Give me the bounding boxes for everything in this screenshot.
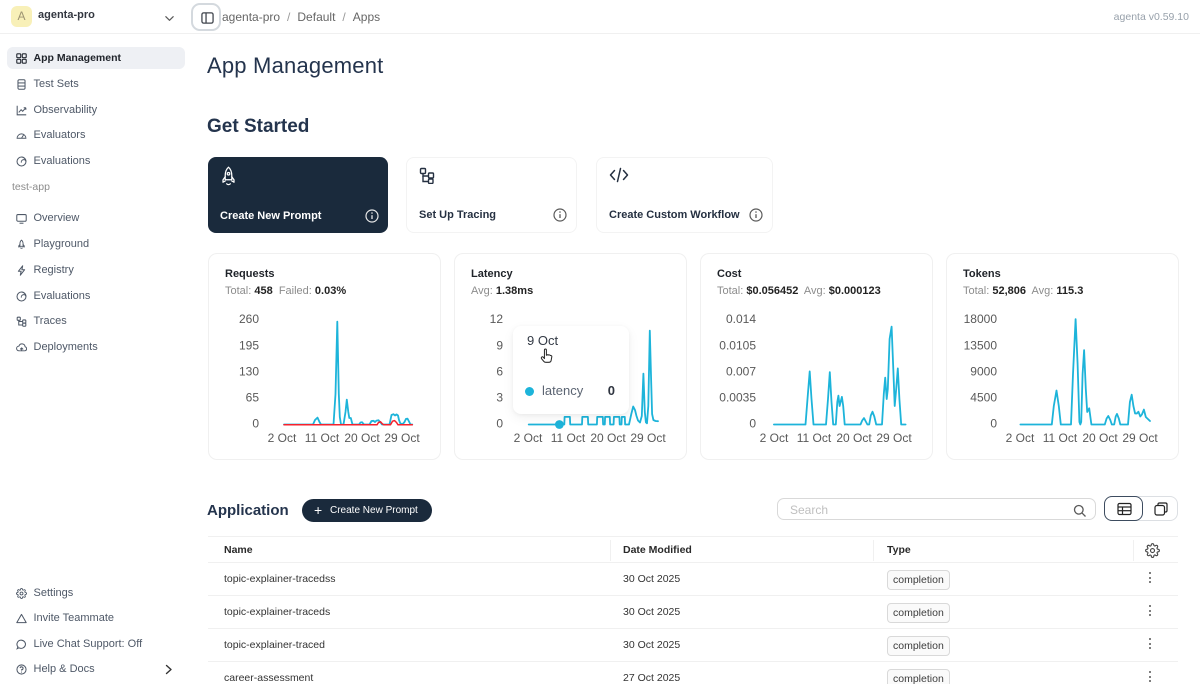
svg-text:20 Oct: 20 Oct <box>836 431 872 445</box>
svg-text:29 Oct: 29 Oct <box>630 431 666 445</box>
svg-text:130: 130 <box>239 365 259 379</box>
svg-text:11 Oct: 11 Oct <box>1043 431 1078 445</box>
svg-text:0: 0 <box>990 417 997 431</box>
svg-text:4500: 4500 <box>970 391 997 405</box>
svg-text:9: 9 <box>496 339 503 353</box>
svg-text:0: 0 <box>496 417 503 431</box>
svg-text:6: 6 <box>496 365 503 379</box>
svg-text:20 Oct: 20 Oct <box>590 431 626 445</box>
svg-text:13500: 13500 <box>964 339 998 353</box>
svg-text:2 Oct: 2 Oct <box>1006 431 1035 445</box>
svg-text:2 Oct: 2 Oct <box>514 431 543 445</box>
svg-text:11 Oct: 11 Oct <box>305 431 340 445</box>
svg-text:0.0105: 0.0105 <box>719 339 756 353</box>
svg-text:65: 65 <box>246 391 260 405</box>
svg-text:11 Oct: 11 Oct <box>797 431 832 445</box>
svg-text:12: 12 <box>490 312 504 326</box>
svg-text:0.0035: 0.0035 <box>719 391 756 405</box>
svg-text:2 Oct: 2 Oct <box>760 431 789 445</box>
svg-text:20 Oct: 20 Oct <box>1082 431 1118 445</box>
svg-text:11 Oct: 11 Oct <box>551 431 586 445</box>
svg-text:0: 0 <box>252 417 259 431</box>
svg-text:0.007: 0.007 <box>726 365 756 379</box>
svg-text:195: 195 <box>239 339 259 353</box>
svg-text:20 Oct: 20 Oct <box>344 431 380 445</box>
svg-text:2 Oct: 2 Oct <box>268 431 297 445</box>
svg-text:9000: 9000 <box>970 365 997 379</box>
svg-text:3: 3 <box>496 391 503 405</box>
svg-text:0: 0 <box>749 417 756 431</box>
svg-text:29 Oct: 29 Oct <box>876 431 912 445</box>
svg-text:260: 260 <box>239 312 259 326</box>
svg-text:29 Oct: 29 Oct <box>384 431 420 445</box>
svg-text:0.014: 0.014 <box>726 312 756 326</box>
svg-text:18000: 18000 <box>964 312 998 326</box>
svg-text:29 Oct: 29 Oct <box>1122 431 1158 445</box>
